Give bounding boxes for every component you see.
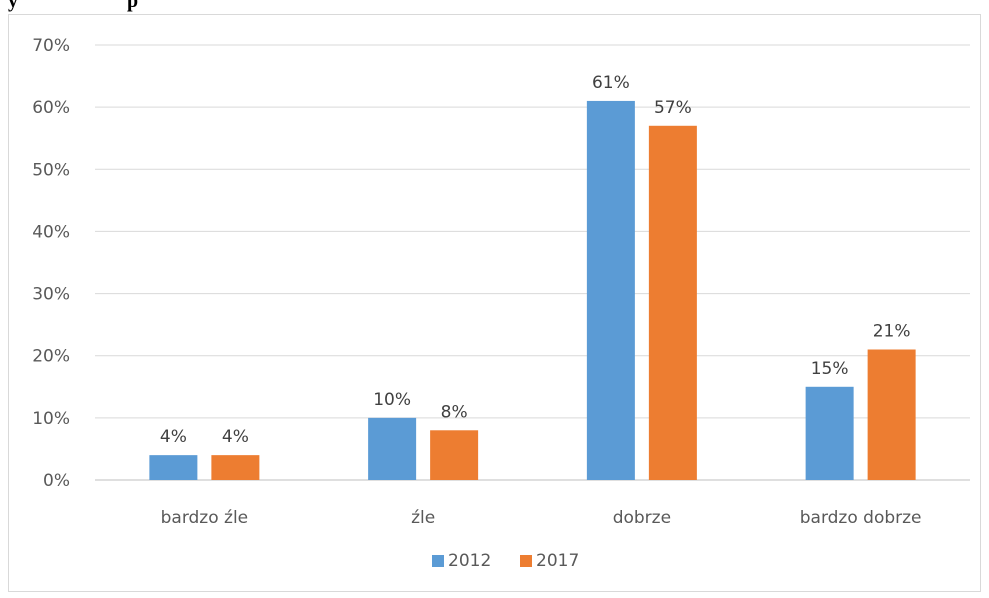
y-tick-label: 0% (43, 471, 70, 491)
data-label: 15% (811, 359, 849, 379)
data-label: 4% (222, 427, 249, 447)
bar (868, 350, 916, 481)
y-tick-label: 50% (32, 160, 70, 180)
bar (211, 455, 259, 480)
legend-label: 2012 (448, 551, 491, 571)
data-label: 57% (654, 98, 692, 118)
data-label: 10% (373, 390, 411, 410)
bar (368, 418, 416, 480)
data-label: 4% (160, 427, 187, 447)
bar (430, 430, 478, 480)
x-tick-label: bardzo źle (161, 508, 249, 528)
y-tick-label: 10% (32, 409, 70, 429)
bar (806, 387, 854, 480)
y-tick-label: 40% (32, 222, 70, 242)
data-labels: 4% 4% 10% 8% 61% 57% 15% 21% (160, 73, 911, 447)
y-tick-label: 70% (32, 36, 70, 56)
bar (587, 101, 635, 480)
data-label: 8% (441, 402, 468, 422)
bars (149, 101, 915, 480)
y-axis: 0% 10% 20% 30% 40% 50% 60% 70% (32, 36, 70, 491)
legend: 2012 2017 (432, 551, 579, 571)
bar (149, 455, 197, 480)
x-tick-label: bardzo dobrze (800, 508, 922, 528)
data-label: 61% (592, 73, 630, 93)
bar (649, 126, 697, 480)
legend-swatch (432, 555, 444, 567)
x-tick-label: dobrze (613, 508, 671, 528)
y-tick-label: 60% (32, 98, 70, 118)
x-tick-label: źle (411, 508, 435, 528)
data-label: 21% (873, 322, 911, 342)
x-axis: bardzo źle źle dobrze bardzo dobrze (161, 508, 922, 528)
legend-swatch (520, 555, 532, 567)
y-tick-label: 30% (32, 285, 70, 305)
y-tick-label: 20% (32, 347, 70, 367)
legend-label: 2017 (536, 551, 579, 571)
